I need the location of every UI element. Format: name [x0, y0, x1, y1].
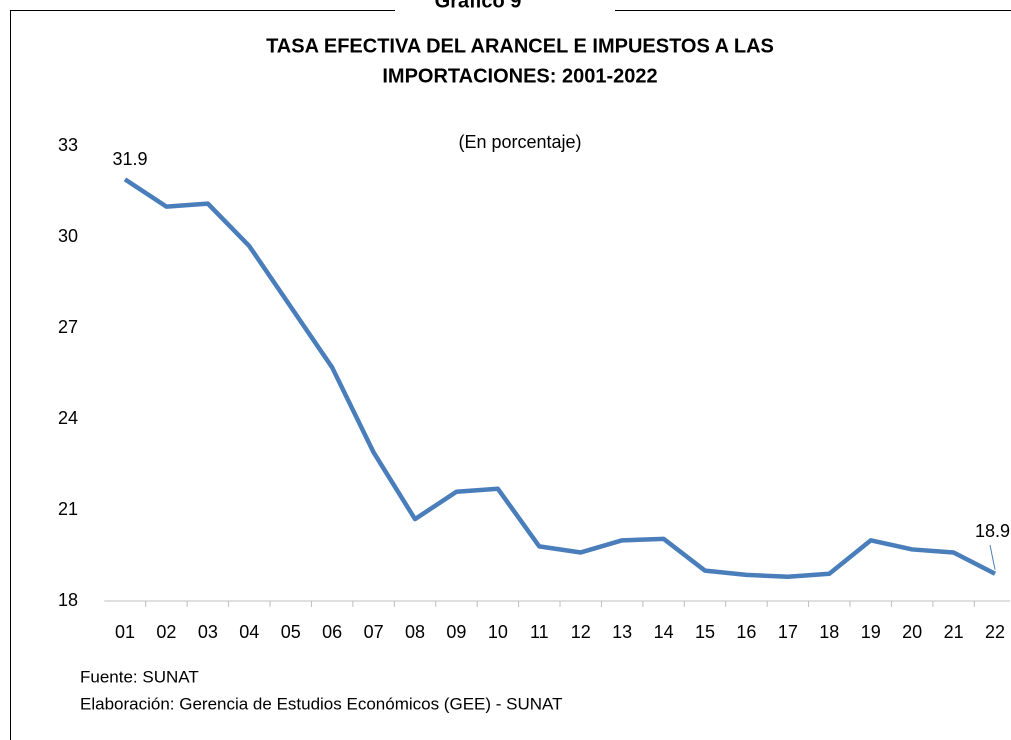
x-tick-label: 09	[446, 622, 466, 642]
x-tick-label: 07	[364, 622, 384, 642]
data-label: 18.9	[975, 521, 1010, 541]
x-tick-label: 10	[488, 622, 508, 642]
source: Fuente: SUNAT	[80, 667, 199, 686]
y-tick-label: 30	[58, 226, 78, 246]
x-tick-label: 05	[281, 622, 301, 642]
y-tick-label: 24	[58, 408, 78, 428]
x-tick-label: 19	[861, 622, 881, 642]
x-tick-label: 13	[612, 622, 632, 642]
y-tick-label: 18	[58, 590, 78, 610]
x-tick-label: 16	[736, 622, 756, 642]
x-tick-label: 08	[405, 622, 425, 642]
x-tick-label: 21	[944, 622, 964, 642]
x-tick-label: 06	[322, 622, 342, 642]
x-tick-label: 12	[571, 622, 591, 642]
header-bg	[395, 0, 615, 14]
x-tick-label: 02	[156, 622, 176, 642]
x-tick-label: 18	[819, 622, 839, 642]
y-tick-label: 27	[58, 317, 78, 337]
header: Gráfico 9	[435, 0, 522, 12]
x-tick-label: 03	[198, 622, 218, 642]
chart-title: IMPORTACIONES: 2001-2022	[382, 65, 657, 87]
data-line	[123, 177, 997, 579]
x-tick-label: 20	[902, 622, 922, 642]
x-tick-label: 22	[985, 622, 1005, 642]
source: Elaboración: Gerencia de Estudios Económ…	[80, 694, 563, 713]
x-tick-label: 01	[115, 622, 135, 642]
chart-title: TASA EFECTIVA DEL ARANCEL E IMPUESTOS A …	[266, 35, 774, 57]
chart-subtitle: (En porcentaje)	[458, 132, 581, 152]
y-tick-label: 21	[58, 499, 78, 519]
data-label: 31.9	[112, 149, 147, 169]
x-tick-label: 11	[530, 622, 549, 642]
x-tick-label: 14	[654, 622, 674, 642]
y-tick-label: 33	[58, 135, 78, 155]
x-tick-label: 15	[695, 622, 715, 642]
leader-line	[989, 544, 996, 570]
x-tick-label: 04	[239, 622, 259, 642]
x-tick-label: 17	[778, 622, 798, 642]
